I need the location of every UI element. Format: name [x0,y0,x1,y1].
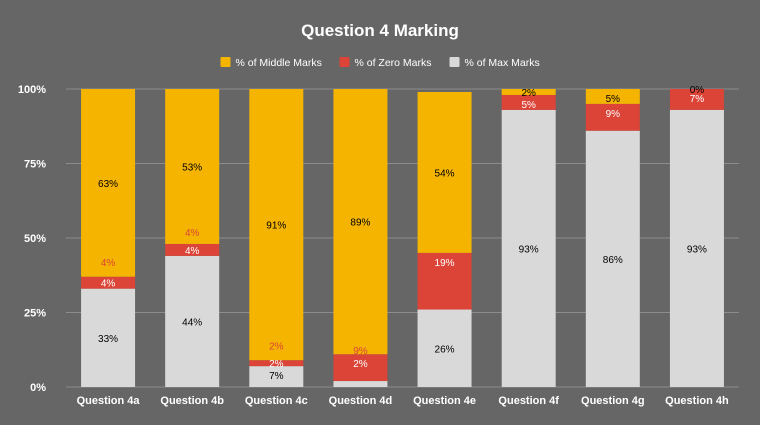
data-label: 93% [687,244,707,255]
bar-segment [501,109,556,388]
data-label: 2% [521,88,536,99]
data-label: 7% [269,371,284,382]
legend-swatch [339,57,350,67]
bar-segment [249,360,304,367]
bar-segment [333,354,388,382]
chart-title: Question 4 Marking [301,21,459,40]
bar-segment [501,94,556,110]
bar-segment [249,366,304,387]
bar-segment [585,89,640,104]
legend-swatch [220,57,231,67]
data-label: 2% [353,359,368,370]
bars [81,89,724,388]
bar-segment [81,288,136,387]
data-label: 9% [606,109,621,120]
data-label: 54% [435,168,455,179]
legend: % of Middle Marks % of Zero Marks % of Max… [220,57,540,69]
x-tick-label: Question 4a [77,395,141,407]
bar-segment [165,255,220,387]
data-label: 4% [185,246,200,257]
data-label: 89% [350,218,370,229]
bar-segment [333,381,388,387]
legend-label: % of Zero Marks [355,57,432,69]
x-tick-label: Question 4d [329,395,393,407]
bar-segment [501,89,556,95]
data-label: 5% [606,94,621,105]
data-label: 44% [182,317,202,328]
data-label: 2% [269,341,284,352]
bar-labels: 33%4%63%44%4%53%7%2%91%2%89%26%19%54%93%… [98,85,707,382]
data-label: 53% [182,162,202,173]
y-tick-label: 0% [30,382,46,394]
bar-segment [81,276,136,289]
data-label: 4% [101,258,116,269]
data-label: 26% [435,344,455,355]
data-label: 86% [603,255,623,266]
bar-segment [669,89,724,110]
bar-segment [165,89,220,244]
x-tick-label: Question 4f [498,395,559,407]
data-label: 0% [690,85,705,96]
legend-label: % of Max Marks [465,57,540,69]
legend-label: % of Middle Marks [236,57,322,69]
bar-segment [669,109,724,388]
x-tick-label: Question 4g [581,395,645,407]
y-tick-label: 25% [24,308,46,320]
bar-segment [417,252,472,310]
data-label: 9% [353,346,368,357]
data-label: 19% [435,258,455,269]
data-label: 33% [98,334,118,345]
x-tick-label: Question 4b [160,395,224,407]
data-label: 7% [690,94,705,105]
data-label: 5% [521,100,536,111]
y-tick-label: 50% [24,233,46,245]
data-label: 2% [269,359,284,370]
bar-segment [417,309,472,387]
bar-segment [249,89,304,361]
data-label: 91% [266,221,286,232]
x-tick-label: Question 4e [413,395,476,407]
bar-segment [585,103,640,131]
x-axis: Question 4a Question 4b Question 4c Questio… [77,395,729,407]
data-label: 4% [101,279,116,290]
bar-segment [585,130,640,387]
bar-segment [81,89,136,277]
y-tick-label: 100% [18,84,46,96]
bar-segment [417,91,472,253]
data-label: 63% [98,179,118,190]
y-axis: 0% 25% 50% 75% 100% [18,84,46,394]
legend-swatch [449,57,460,67]
x-tick-label: Question 4h [665,395,729,407]
data-label: 4% [185,228,200,239]
bar-segment [165,243,220,256]
x-tick-label: Question 4c [245,395,308,407]
y-tick-label: 75% [24,159,46,171]
data-label: 93% [519,244,539,255]
bar-segment [333,89,388,355]
